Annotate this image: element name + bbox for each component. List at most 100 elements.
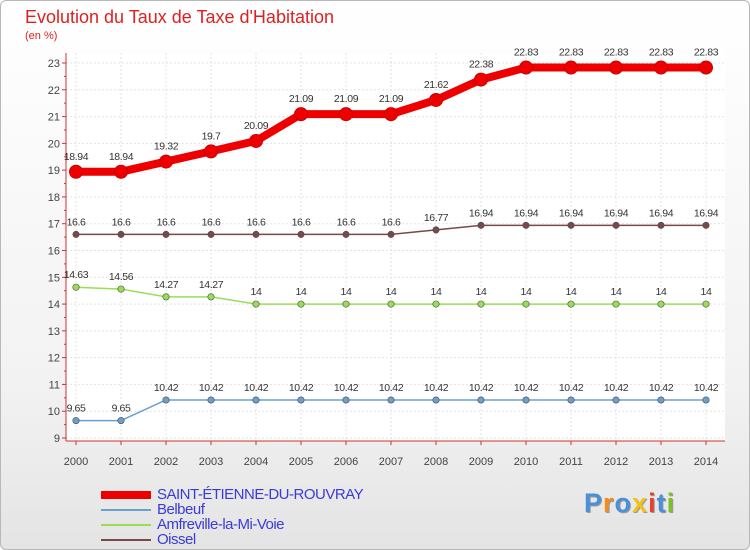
data-label: 14 <box>341 286 352 298</box>
data-label: 10.42 <box>694 382 719 394</box>
data-label: 14 <box>656 286 667 298</box>
x-tick-label: 2002 <box>154 456 178 468</box>
data-point <box>657 221 665 229</box>
data-point <box>342 230 350 238</box>
y-tick-label: 17 <box>48 219 60 231</box>
y-tick-label: 15 <box>48 272 60 284</box>
data-label: 14 <box>521 286 532 298</box>
data-point <box>477 221 485 229</box>
data-label: 14.63 <box>64 269 89 281</box>
data-point <box>297 230 305 238</box>
x-tick-label: 2008 <box>424 456 448 468</box>
data-label: 10.42 <box>244 382 269 394</box>
data-point <box>162 396 170 404</box>
data-point <box>657 300 665 308</box>
x-tick-label: 2004 <box>244 456 268 468</box>
data-label: 16.6 <box>337 216 356 228</box>
data-label: 22.83 <box>559 47 584 59</box>
data-label: 14 <box>431 286 442 298</box>
data-point <box>252 396 260 404</box>
data-point <box>72 230 80 238</box>
data-label: 14 <box>386 286 397 298</box>
data-point <box>387 300 395 308</box>
x-tick-label: 2000 <box>64 456 88 468</box>
data-label: 18.94 <box>64 151 89 163</box>
data-point <box>519 60 533 75</box>
data-point <box>429 92 443 107</box>
x-tick-label: 2014 <box>694 456 718 468</box>
data-point <box>702 221 710 229</box>
data-point <box>294 107 308 122</box>
legend-swatch <box>101 524 151 526</box>
data-point <box>342 396 350 404</box>
data-point <box>339 107 353 122</box>
data-label: 16.94 <box>604 207 629 219</box>
data-label: 21.09 <box>289 93 314 105</box>
y-tick-label: 22 <box>48 85 60 97</box>
legend-swatch <box>101 539 151 541</box>
data-point <box>297 300 305 308</box>
data-label: 16.94 <box>649 207 674 219</box>
data-label: 14 <box>611 286 622 298</box>
data-label: 10.42 <box>604 382 629 394</box>
x-tick-label: 2007 <box>379 456 403 468</box>
data-label: 10.42 <box>379 382 404 394</box>
data-point <box>702 396 710 404</box>
data-point <box>612 300 620 308</box>
x-tick-label: 2010 <box>514 456 538 468</box>
data-label: 10.42 <box>469 382 494 394</box>
data-point <box>252 300 260 308</box>
chart-unit-label: (en %) <box>25 30 58 42</box>
data-label: 10.42 <box>289 382 314 394</box>
data-label: 16.6 <box>382 216 401 228</box>
legend-label: Oissel <box>157 531 196 548</box>
y-tick-label: 16 <box>48 246 60 258</box>
data-label: 9.65 <box>112 403 131 415</box>
data-label: 14 <box>701 286 712 298</box>
x-tick-label: 2003 <box>199 456 223 468</box>
y-tick-label: 10 <box>48 406 60 418</box>
data-label: 22.83 <box>649 47 674 59</box>
chart-title: Evolution du Taux de Taxe d'Habitation <box>25 7 334 27</box>
data-label: 10.42 <box>649 382 674 394</box>
x-tick-label: 2006 <box>334 456 358 468</box>
data-point <box>162 230 170 238</box>
data-label: 16.6 <box>247 216 266 228</box>
data-label: 16.6 <box>292 216 311 228</box>
data-point <box>474 72 488 87</box>
y-tick-label: 20 <box>48 138 60 150</box>
data-point <box>207 396 215 404</box>
data-label: 10.42 <box>559 382 584 394</box>
data-point <box>72 283 80 291</box>
data-point <box>69 164 83 179</box>
data-point <box>432 226 440 234</box>
data-point <box>522 300 530 308</box>
data-label: 16.6 <box>112 216 131 228</box>
x-tick-label: 2001 <box>109 456 133 468</box>
data-label: 21.62 <box>424 79 449 91</box>
data-label: 10.42 <box>424 382 449 394</box>
data-point <box>117 230 125 238</box>
data-label: 16.6 <box>202 216 221 228</box>
proxiti-logo: Proxiti <box>584 488 676 518</box>
data-point <box>159 154 173 169</box>
legend-swatch <box>101 491 151 499</box>
data-point <box>117 285 125 293</box>
data-point <box>612 221 620 229</box>
y-tick-label: 23 <box>48 58 60 70</box>
data-label: 16.94 <box>694 207 719 219</box>
data-point <box>72 417 80 425</box>
data-point <box>252 230 260 238</box>
data-point <box>387 396 395 404</box>
data-label: 10.42 <box>199 382 224 394</box>
data-label: 14 <box>476 286 487 298</box>
data-point <box>567 221 575 229</box>
data-point <box>564 60 578 75</box>
data-point <box>297 396 305 404</box>
x-tick-label: 2005 <box>289 456 313 468</box>
legend-swatch <box>101 509 151 511</box>
data-label: 22.83 <box>694 47 719 59</box>
data-label: 16.94 <box>469 207 494 219</box>
x-tick-label: 2013 <box>649 456 673 468</box>
